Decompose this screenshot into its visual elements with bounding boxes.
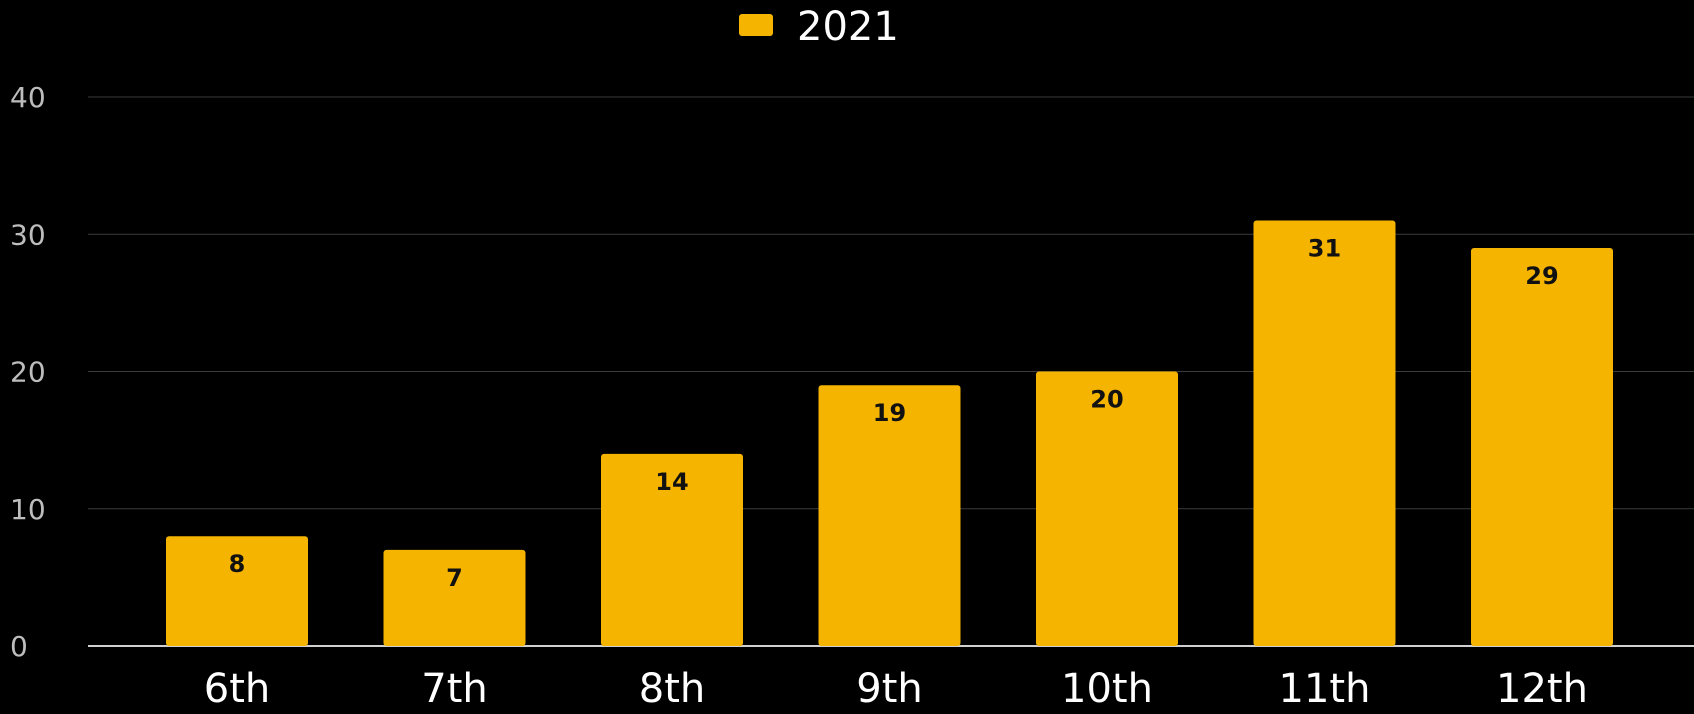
legend-swatch-2021 [739,14,773,36]
bar-value-label-10th: 20 [1090,386,1123,414]
x-tick-label-11th: 11th [1279,666,1371,712]
x-tick-label-7th: 7th [421,666,487,712]
x-tick-label-10th: 10th [1061,666,1153,712]
bar-value-label-6th: 8 [229,550,246,578]
bar-value-label-12th: 29 [1525,262,1558,290]
bar-7th [383,549,526,646]
bar-value-label-7th: 7 [446,564,463,592]
bar-value-label-8th: 14 [655,468,688,496]
bar-value-labels: 8 7 14 19 20 31 29 [229,235,1559,592]
y-tick-label-0: 0 [10,630,28,663]
y-axis: 0 10 20 30 40 [10,81,46,663]
bar-6th [166,536,308,646]
legend-label-2021: 2021 [797,4,899,50]
bar-12th [1471,247,1613,646]
x-tick-label-8th: 8th [639,666,705,712]
bar-value-label-9th: 19 [873,399,906,427]
bar-11th [1253,220,1396,646]
bar-10th [1036,371,1178,646]
x-tick-label-9th: 9th [856,666,922,712]
bar-9th [818,385,961,646]
bars [166,220,1613,646]
y-tick-label-10: 10 [10,493,46,526]
x-tick-label-6th: 6th [204,666,270,712]
y-tick-label-20: 20 [10,356,46,389]
bar-value-label-11th: 31 [1308,235,1341,263]
x-tick-label-12th: 12th [1496,666,1588,712]
y-tick-label-30: 30 [10,218,46,251]
x-axis: 6th 7th 8th 9th 10th 11th 12th [204,666,1588,712]
legend: 2021 [739,4,899,50]
bar-8th [601,453,743,646]
y-tick-label-40: 40 [10,81,46,114]
